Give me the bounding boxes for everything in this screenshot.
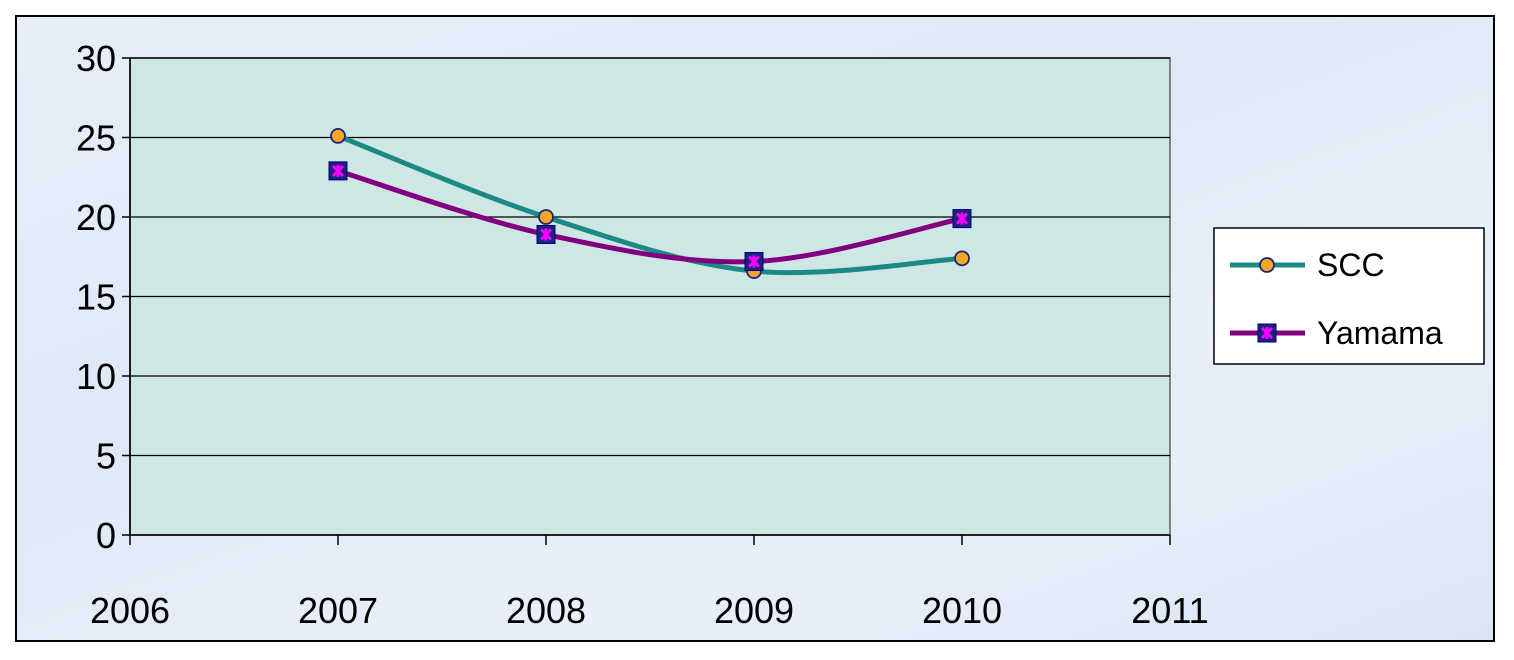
data-point: [536, 224, 556, 244]
series-yamama: [328, 161, 972, 272]
marker-x: [747, 255, 761, 268]
marker-x: [1260, 326, 1274, 340]
x-tick-label: 2006: [90, 590, 170, 631]
y-tick-label: 30: [76, 38, 116, 79]
legend: SCC Yamama: [1213, 227, 1485, 365]
y-tick-label: 15: [76, 277, 116, 318]
data-point: [954, 250, 970, 267]
x-tick-label: 2009: [714, 590, 794, 631]
legend-marker: [1257, 323, 1277, 343]
y-tick-label: 0: [96, 515, 116, 556]
x-axis-ticks: 2006 2007 2008 2009 2010 2011: [90, 535, 1209, 631]
y-tick-label: 5: [96, 436, 116, 477]
marker-x: [539, 228, 553, 241]
legend-label: SCC: [1317, 247, 1385, 283]
data-point: [538, 209, 554, 225]
x-tick-label: 2007: [298, 590, 378, 631]
y-tick-label: 10: [76, 356, 116, 397]
y-axis-ticks: 0 5 10 15 20 25 30: [76, 38, 130, 556]
x-tick-label: 2011: [1131, 590, 1208, 631]
marker-x: [331, 164, 345, 177]
data-point: [330, 128, 346, 144]
marker-x: [955, 212, 969, 225]
legend-label: Yamama: [1317, 315, 1443, 351]
gridlines: [130, 57, 1170, 457]
series-scc: [330, 128, 970, 279]
series-group: [328, 128, 972, 279]
series-line: [337, 168, 963, 265]
x-tick-label: 2010: [922, 590, 1002, 631]
legend-marker: [1259, 257, 1275, 273]
x-tick-label: 2008: [506, 590, 586, 631]
data-point: [952, 209, 972, 229]
data-point: [744, 252, 764, 272]
y-tick-label: 25: [76, 118, 116, 159]
y-tick-label: 20: [76, 197, 116, 238]
data-point: [328, 161, 348, 181]
series-line: [337, 133, 963, 276]
